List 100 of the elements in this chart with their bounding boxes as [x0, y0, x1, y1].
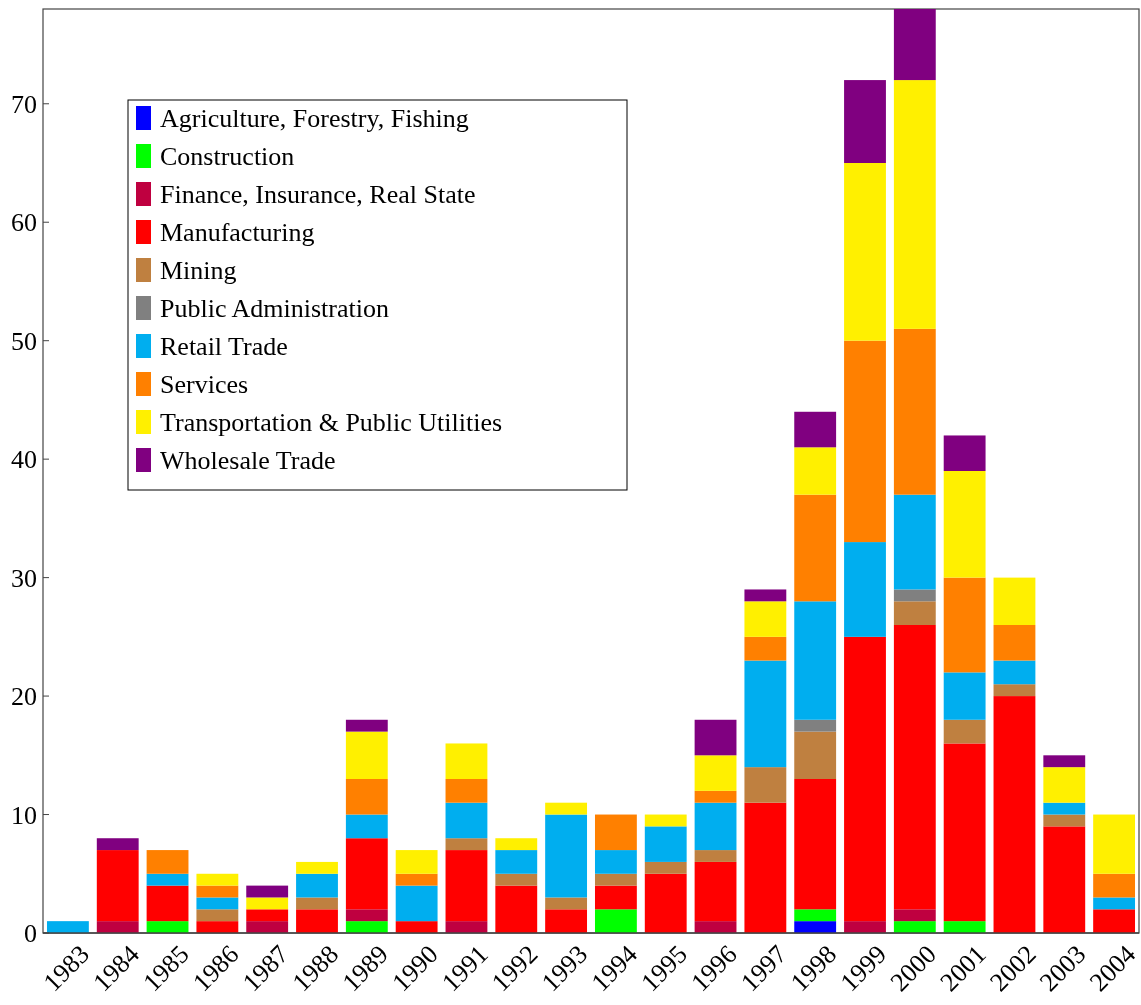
bar — [993, 577, 1036, 625]
bar — [345, 909, 388, 922]
bar — [644, 826, 687, 862]
bar — [794, 731, 837, 779]
bar — [445, 921, 488, 933]
bar — [893, 589, 936, 602]
y-tick-label: 30 — [11, 563, 37, 593]
bar — [545, 814, 588, 898]
bar — [993, 625, 1036, 661]
y-tick-label: 70 — [11, 89, 37, 119]
bar — [644, 861, 687, 874]
bar — [594, 873, 637, 886]
bar — [794, 921, 837, 933]
bar — [345, 921, 388, 933]
bar — [844, 921, 886, 933]
bar — [395, 885, 438, 922]
bar — [893, 328, 936, 495]
bar — [345, 814, 388, 839]
bar — [345, 838, 388, 910]
bar — [1043, 826, 1086, 933]
y-tick-label: 60 — [11, 208, 37, 238]
bar — [495, 850, 538, 874]
legend-label: Construction — [160, 142, 295, 172]
y-tick-label: 10 — [11, 800, 37, 830]
bar — [246, 885, 289, 898]
bar — [694, 790, 737, 803]
bar — [744, 660, 787, 768]
bar — [1043, 755, 1086, 768]
bar — [445, 802, 488, 839]
bar — [844, 80, 886, 163]
bar — [943, 577, 986, 673]
bar — [1043, 767, 1086, 803]
bar — [993, 660, 1036, 685]
bar — [196, 909, 239, 922]
legend-label: Finance, Insurance, Real State — [160, 180, 476, 210]
bar — [794, 779, 837, 910]
bar — [943, 921, 986, 933]
bar — [395, 921, 438, 933]
bar — [445, 779, 488, 803]
legend-label: Wholesale Trade — [160, 446, 336, 476]
bar — [495, 885, 538, 933]
bar — [993, 684, 1036, 697]
bar — [794, 447, 837, 495]
bar — [345, 779, 388, 815]
bar — [395, 873, 438, 886]
legend-label: Public Administration — [160, 294, 389, 324]
bar — [694, 921, 737, 933]
legend-label: Services — [160, 370, 249, 400]
bar — [694, 802, 737, 851]
bar — [844, 542, 886, 637]
bar — [794, 719, 837, 732]
bar — [1043, 814, 1086, 827]
bar — [744, 589, 787, 602]
bar — [96, 921, 139, 933]
bar — [246, 897, 289, 910]
bar — [196, 873, 239, 886]
bar — [594, 850, 637, 874]
bar — [694, 861, 737, 922]
bar — [46, 921, 89, 933]
bar — [96, 838, 139, 851]
y-tick-label: 40 — [11, 445, 37, 475]
bar — [1093, 897, 1136, 910]
legend-label: Agriculture, Forestry, Fishing — [160, 104, 469, 134]
bar — [744, 636, 787, 661]
bar — [594, 814, 637, 851]
legend-label: Mining — [160, 256, 237, 286]
bar — [296, 897, 338, 910]
bar — [345, 731, 388, 779]
bar — [993, 696, 1036, 933]
bar — [694, 719, 737, 756]
bar — [296, 861, 338, 874]
bar — [844, 163, 886, 341]
bar — [445, 838, 488, 851]
bar — [594, 909, 637, 933]
bar — [744, 601, 787, 637]
bar — [495, 873, 538, 886]
bar — [246, 921, 289, 933]
bar — [644, 814, 687, 827]
bar — [943, 719, 986, 744]
bar — [246, 909, 289, 922]
bar — [545, 802, 588, 815]
bar — [196, 921, 239, 933]
x-tick-label: 1991 — [436, 939, 494, 997]
bar — [495, 838, 538, 851]
bar — [694, 850, 737, 862]
bar — [893, 625, 936, 910]
bar — [844, 636, 886, 922]
legend-label: Transportation & Public Utilities — [160, 408, 503, 438]
bar — [196, 897, 239, 910]
bar — [296, 909, 338, 933]
bar — [395, 850, 438, 874]
bar — [594, 885, 637, 910]
bar — [893, 921, 936, 933]
bar — [794, 494, 837, 602]
bar — [893, 909, 936, 922]
y-tick-label: 20 — [11, 682, 37, 712]
bar — [445, 850, 488, 922]
bar — [943, 471, 986, 578]
bar — [1043, 802, 1086, 815]
bar — [146, 873, 189, 886]
